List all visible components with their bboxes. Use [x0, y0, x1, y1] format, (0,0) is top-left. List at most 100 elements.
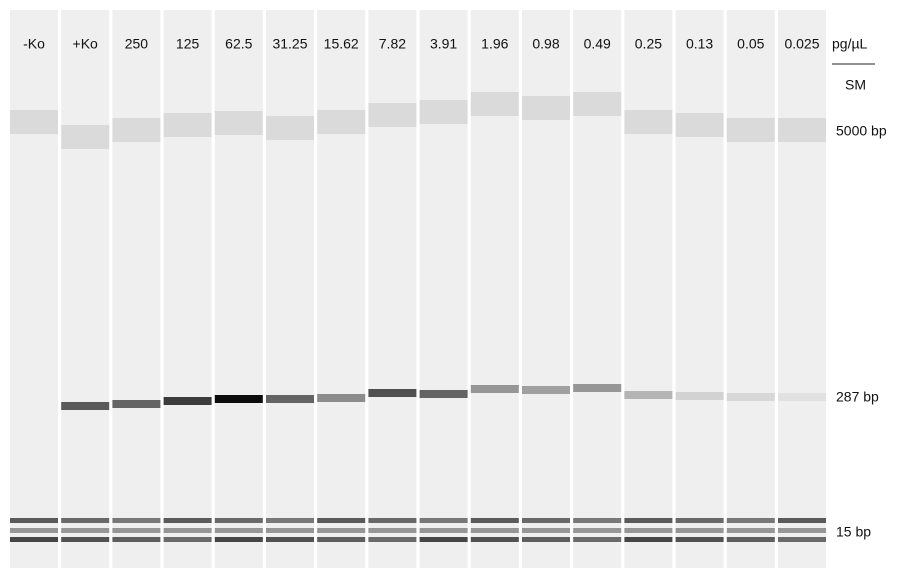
band-high — [215, 111, 263, 135]
band-low — [420, 518, 468, 523]
band-target — [368, 389, 416, 397]
band-high — [573, 92, 621, 116]
band-target — [522, 386, 570, 394]
lane — [112, 10, 160, 568]
band-low — [164, 537, 212, 542]
lane — [727, 10, 775, 568]
band-low — [112, 528, 160, 533]
marker-label: 15 bp — [836, 524, 871, 540]
band-target — [676, 392, 724, 400]
band-target — [215, 395, 263, 403]
band-target — [61, 402, 109, 410]
lane-label: +Ko — [73, 36, 99, 52]
band-low — [266, 537, 314, 542]
band-low — [10, 537, 58, 542]
band-target — [573, 384, 621, 392]
band-high — [266, 116, 314, 140]
marker-label: 287 bp — [836, 389, 879, 405]
band-low — [471, 537, 519, 542]
band-high — [368, 103, 416, 127]
band-target — [266, 395, 314, 403]
unit-label: pg/µL — [832, 36, 868, 52]
lane-label: 0.25 — [635, 36, 662, 52]
lane-label: 7.82 — [379, 36, 406, 52]
band-low — [10, 528, 58, 533]
band-low — [266, 528, 314, 533]
band-low — [522, 528, 570, 533]
band-low — [676, 518, 724, 523]
band-low — [215, 528, 263, 533]
band-low — [727, 518, 775, 523]
marker-label: 5000 bp — [836, 123, 887, 139]
band-high — [522, 96, 570, 120]
band-low — [368, 518, 416, 523]
band-low — [778, 537, 826, 542]
lane-label: 0.025 — [784, 36, 819, 52]
band-low — [10, 518, 58, 523]
band-low — [624, 518, 672, 523]
band-high — [61, 125, 109, 149]
lane-label: 250 — [125, 36, 149, 52]
band-high — [164, 113, 212, 137]
lane — [368, 10, 416, 568]
band-low — [522, 537, 570, 542]
band-high — [727, 118, 775, 142]
band-high — [112, 118, 160, 142]
band-target — [317, 394, 365, 402]
band-low — [624, 537, 672, 542]
band-target — [164, 397, 212, 405]
lane — [266, 10, 314, 568]
lane-label: 0.98 — [532, 36, 559, 52]
band-low — [573, 537, 621, 542]
band-low — [164, 528, 212, 533]
band-high — [676, 113, 724, 137]
lane — [317, 10, 365, 568]
band-low — [573, 528, 621, 533]
lane-label: 1.96 — [481, 36, 508, 52]
band-low — [61, 537, 109, 542]
gel-image: pg/µL SM 5000 bp 287 bp 15 bp -Ko+Ko2501… — [0, 0, 902, 568]
lane-label: 0.13 — [686, 36, 713, 52]
band-low — [164, 518, 212, 523]
band-low — [215, 518, 263, 523]
band-low — [317, 518, 365, 523]
band-low — [471, 518, 519, 523]
lane — [215, 10, 263, 568]
band-target — [727, 393, 775, 401]
band-low — [727, 537, 775, 542]
lane — [778, 10, 826, 568]
band-low — [778, 528, 826, 533]
band-low — [61, 528, 109, 533]
band-low — [112, 518, 160, 523]
lane — [164, 10, 212, 568]
band-target — [624, 391, 672, 399]
band-target — [112, 400, 160, 408]
band-high — [624, 110, 672, 134]
band-high — [10, 110, 58, 134]
band-low — [420, 537, 468, 542]
marker-lane-label: SM — [845, 77, 866, 93]
band-low — [368, 537, 416, 542]
lane-label: 0.05 — [737, 36, 764, 52]
band-high — [778, 118, 826, 142]
band-low — [420, 528, 468, 533]
band-low — [573, 518, 621, 523]
lane-label: 62.5 — [225, 36, 252, 52]
lane-label: 0.49 — [584, 36, 611, 52]
band-target — [420, 390, 468, 398]
band-low — [317, 537, 365, 542]
band-target — [471, 385, 519, 393]
band-high — [471, 92, 519, 116]
band-low — [676, 528, 724, 533]
lane — [61, 10, 109, 568]
band-low — [727, 528, 775, 533]
band-low — [61, 518, 109, 523]
band-low — [317, 528, 365, 533]
lane — [676, 10, 724, 568]
lane — [624, 10, 672, 568]
lane-label: 3.91 — [430, 36, 457, 52]
band-high — [420, 100, 468, 124]
band-high — [317, 110, 365, 134]
band-low — [676, 537, 724, 542]
lane — [10, 10, 58, 568]
